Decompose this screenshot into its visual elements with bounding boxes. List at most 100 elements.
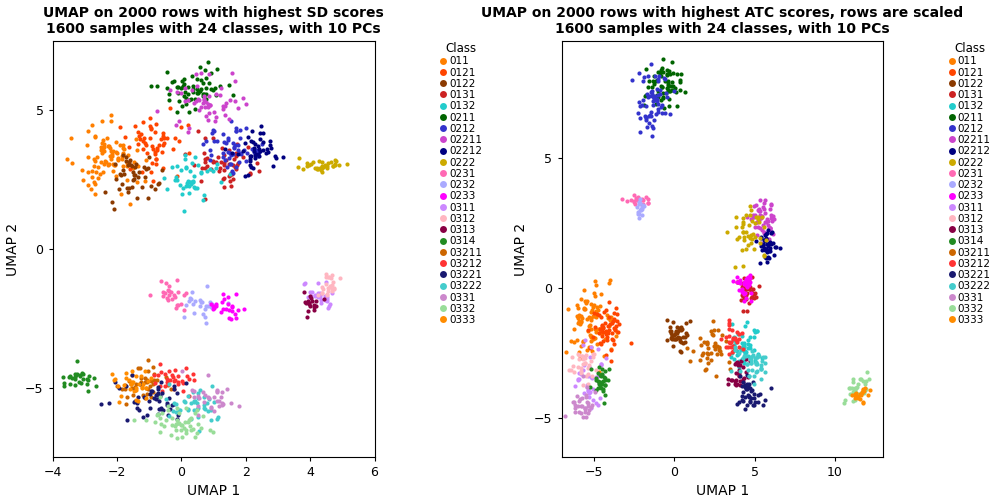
Point bbox=[676, 333, 692, 341]
Point bbox=[605, 336, 621, 344]
Point bbox=[222, 149, 238, 157]
Point bbox=[183, 399, 200, 407]
Point bbox=[845, 379, 861, 387]
Point bbox=[735, 220, 751, 228]
Point bbox=[739, 283, 755, 291]
Point bbox=[135, 137, 151, 145]
Point bbox=[206, 158, 222, 166]
Point bbox=[163, 163, 179, 171]
Point bbox=[200, 154, 216, 162]
Point bbox=[325, 162, 341, 170]
Point bbox=[199, 137, 215, 145]
Point bbox=[232, 126, 248, 134]
Point bbox=[732, 372, 748, 381]
Point bbox=[728, 359, 744, 367]
Point bbox=[93, 143, 109, 151]
Point bbox=[176, 97, 193, 105]
Point bbox=[759, 229, 775, 237]
Point bbox=[591, 381, 607, 389]
Point bbox=[630, 195, 646, 203]
Point bbox=[571, 375, 587, 383]
Point bbox=[214, 401, 230, 409]
Point bbox=[67, 374, 83, 383]
Point bbox=[201, 92, 217, 100]
Point bbox=[158, 372, 174, 381]
Point bbox=[166, 77, 182, 85]
Point bbox=[585, 333, 601, 341]
Point bbox=[299, 292, 316, 300]
Point bbox=[201, 100, 217, 108]
Point bbox=[736, 278, 752, 286]
Point bbox=[137, 394, 153, 402]
Point bbox=[649, 96, 665, 104]
Point bbox=[203, 406, 219, 414]
Point bbox=[242, 152, 258, 160]
Point bbox=[128, 135, 144, 143]
Point bbox=[662, 87, 678, 95]
Point bbox=[172, 89, 188, 97]
Point bbox=[709, 342, 725, 350]
Point bbox=[742, 355, 758, 363]
Point bbox=[753, 233, 769, 241]
Point bbox=[747, 219, 763, 227]
Point bbox=[122, 165, 138, 173]
Point bbox=[736, 379, 752, 387]
Point bbox=[664, 335, 680, 343]
Point bbox=[573, 409, 589, 417]
Point bbox=[222, 170, 238, 178]
Point bbox=[166, 291, 182, 299]
Point bbox=[147, 120, 163, 128]
Point bbox=[587, 350, 603, 358]
Point bbox=[324, 287, 340, 295]
Point bbox=[188, 184, 205, 192]
Point bbox=[638, 91, 654, 99]
Point bbox=[642, 111, 658, 119]
Point bbox=[653, 72, 669, 80]
Point bbox=[571, 319, 587, 327]
Point bbox=[132, 380, 148, 388]
Point bbox=[847, 385, 863, 393]
Point bbox=[742, 283, 758, 291]
Point bbox=[740, 284, 756, 292]
Point bbox=[692, 356, 709, 364]
Point bbox=[332, 274, 348, 282]
Point bbox=[584, 308, 600, 316]
Point bbox=[579, 381, 595, 389]
Point bbox=[736, 354, 752, 362]
Point bbox=[740, 273, 756, 281]
Point bbox=[729, 338, 745, 346]
Point bbox=[218, 139, 234, 147]
Point bbox=[75, 176, 91, 184]
Point bbox=[738, 352, 754, 360]
Point bbox=[148, 155, 164, 163]
Point bbox=[81, 168, 97, 176]
Point bbox=[724, 343, 740, 351]
Point bbox=[110, 155, 126, 163]
Point bbox=[736, 296, 752, 304]
Point bbox=[661, 327, 677, 335]
Point bbox=[595, 337, 611, 345]
Point bbox=[751, 218, 767, 226]
X-axis label: UMAP 1: UMAP 1 bbox=[696, 484, 749, 498]
Point bbox=[729, 369, 745, 377]
Point bbox=[856, 387, 872, 395]
Point bbox=[157, 370, 173, 378]
Point bbox=[849, 392, 865, 400]
Point bbox=[596, 399, 612, 407]
Point bbox=[109, 382, 125, 390]
Point bbox=[187, 153, 204, 161]
Point bbox=[150, 410, 166, 418]
Point bbox=[184, 425, 201, 433]
Point bbox=[95, 136, 111, 144]
Point bbox=[208, 113, 224, 121]
Point bbox=[230, 159, 246, 167]
Point bbox=[681, 357, 698, 365]
Point bbox=[299, 313, 316, 321]
Point bbox=[564, 362, 581, 370]
Point bbox=[75, 374, 91, 383]
Point bbox=[583, 373, 599, 381]
Point bbox=[79, 380, 95, 388]
Point bbox=[583, 300, 599, 308]
Point bbox=[661, 95, 677, 103]
Point bbox=[657, 77, 673, 85]
